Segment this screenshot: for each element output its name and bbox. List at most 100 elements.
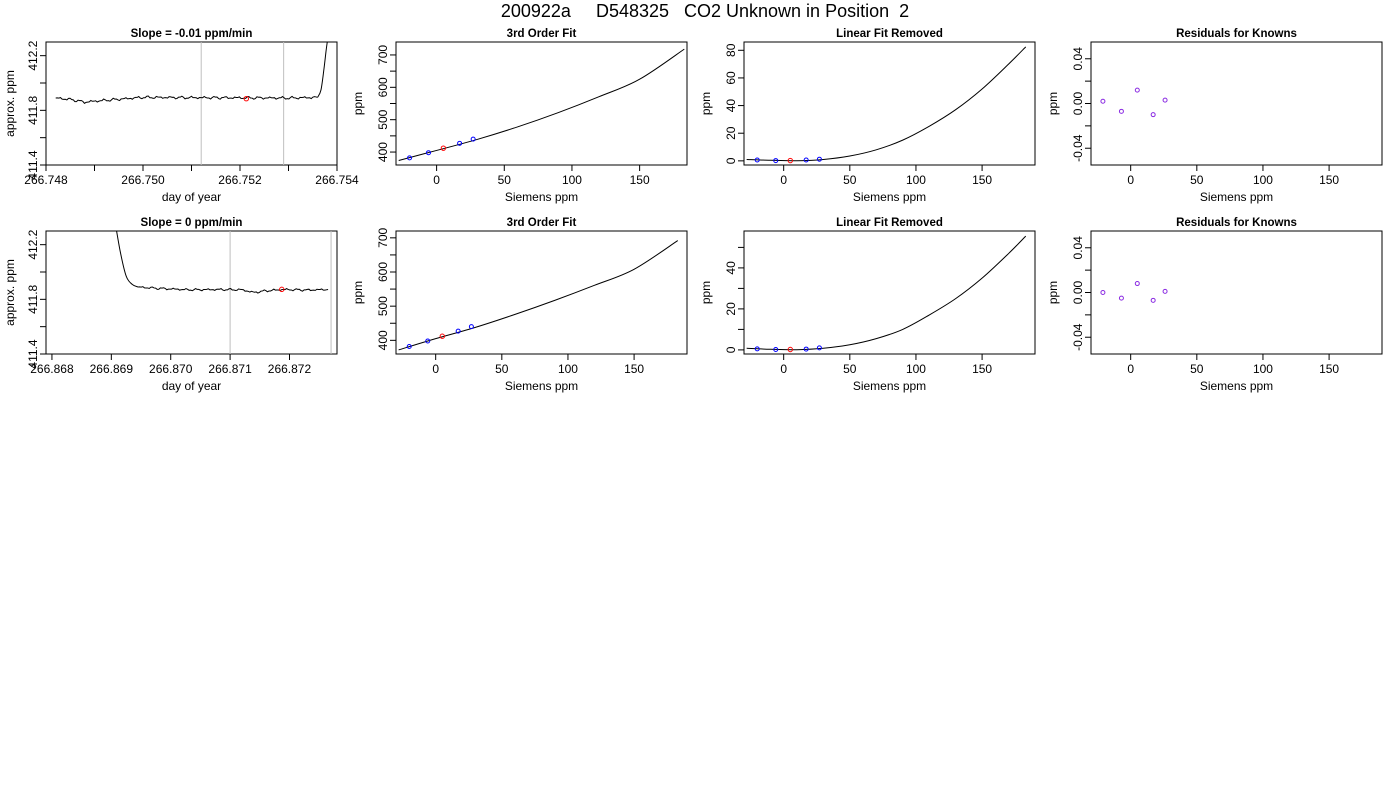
- residual-point: [1118, 108, 1124, 114]
- y-axis-label: ppm: [1046, 281, 1060, 304]
- plot-frame: [395, 230, 688, 355]
- y-axis-label: approx. ppm: [3, 70, 17, 137]
- panel-title: Slope = -0.01 ppm/min: [131, 28, 253, 40]
- x-tick-label: 266.750: [121, 173, 165, 187]
- x-tick-label: 150: [630, 173, 650, 187]
- unknown-point: [787, 346, 793, 353]
- plot-area: [1100, 281, 1168, 303]
- plot-area: [398, 240, 679, 351]
- plot-area: [116, 231, 332, 354]
- residual-point: [1162, 288, 1168, 294]
- y-axis-label: ppm: [1046, 92, 1060, 115]
- y-tick-label: 0.04: [1071, 236, 1085, 260]
- known-point: [773, 158, 779, 164]
- x-tick-label: 266.870: [149, 362, 193, 376]
- x-axis-label: day of year: [162, 379, 221, 393]
- chart-panel-r2c2: 3rd Order Fit 0 50 100 150 400 500 600 700 Siemen…: [351, 217, 688, 393]
- y-axis-label: ppm: [699, 92, 713, 115]
- fit-curve: [746, 235, 1027, 351]
- unknown-point: [439, 333, 445, 339]
- plot-frame: [45, 41, 338, 166]
- residual-point: [1162, 97, 1168, 103]
- plot-frame: [1090, 230, 1383, 355]
- x-tick-label: 50: [1190, 173, 1204, 187]
- known-point: [455, 328, 461, 334]
- signal-trace: [317, 42, 328, 98]
- residual-point: [1134, 87, 1140, 93]
- known-point: [754, 157, 760, 163]
- x-axis-label: Siemens ppm: [505, 379, 578, 393]
- y-tick-label: 60: [724, 71, 738, 85]
- plot-frame: [395, 41, 688, 166]
- known-point: [803, 346, 809, 352]
- x-tick-label: 0: [1127, 362, 1134, 376]
- residual-point: [1100, 98, 1106, 104]
- y-tick-label: 500: [376, 109, 390, 129]
- x-tick-label: 0: [432, 362, 439, 376]
- x-tick-label: 266.871: [208, 362, 252, 376]
- y-tick-label: 20: [724, 126, 738, 140]
- x-axis-label: Siemens ppm: [853, 379, 926, 393]
- residual-point: [1100, 290, 1106, 295]
- x-tick-label: 50: [1190, 362, 1204, 376]
- y-tick-label: 0: [724, 157, 738, 164]
- panel-title: Slope = 0 ppm/min: [141, 217, 243, 229]
- fit-curve: [398, 240, 679, 351]
- y-axis-label: ppm: [699, 281, 713, 304]
- y-tick-label: 600: [376, 262, 390, 282]
- y-tick-label: 0: [724, 346, 738, 353]
- panel-title: Residuals for Knowns: [1176, 217, 1297, 229]
- x-axis-label: day of year: [162, 190, 221, 204]
- plot-area: [746, 235, 1027, 353]
- x-tick-label: 0: [780, 173, 787, 187]
- y-tick-label: 700: [376, 228, 390, 248]
- plot-frame: [743, 41, 1036, 166]
- plot-area: [1100, 87, 1168, 118]
- x-axis-label: Siemens ppm: [1200, 379, 1273, 393]
- unknown-point: [787, 157, 793, 164]
- y-tick-label: 411.4: [26, 339, 40, 368]
- panel-title: Residuals for Knowns: [1176, 28, 1297, 40]
- signal-trace: [55, 95, 318, 104]
- x-tick-label: 100: [906, 173, 926, 187]
- y-tick-label: 400: [376, 330, 390, 350]
- y-tick-label: 0.00: [1071, 91, 1085, 115]
- x-tick-label: 266.754: [315, 173, 359, 187]
- plot-area: [746, 46, 1027, 164]
- x-tick-label: 150: [972, 362, 992, 376]
- unknown-point: [440, 145, 447, 151]
- plot-frame: [1090, 41, 1383, 166]
- y-axis-label: ppm: [351, 92, 365, 115]
- y-tick-label: 80: [724, 43, 738, 57]
- known-point: [470, 136, 476, 142]
- known-point: [803, 157, 809, 163]
- x-axis-label: Siemens ppm: [505, 190, 578, 204]
- y-tick-label: 400: [376, 142, 390, 162]
- x-tick-label: 50: [498, 173, 512, 187]
- panel-title: Linear Fit Removed: [836, 217, 943, 229]
- x-tick-label: 150: [972, 173, 992, 187]
- x-tick-label: 50: [843, 362, 857, 376]
- plot-area: [55, 42, 328, 165]
- x-tick-label: 100: [558, 362, 578, 376]
- x-tick-label: 100: [562, 173, 582, 187]
- y-tick-label: 600: [376, 77, 390, 97]
- x-tick-label: 50: [495, 362, 509, 376]
- known-point: [773, 346, 779, 352]
- x-axis-label: Siemens ppm: [853, 190, 926, 204]
- y-tick-label: 412.2: [26, 229, 40, 259]
- residual-point: [1150, 112, 1156, 118]
- y-tick-label: 411.8: [26, 95, 40, 124]
- x-tick-label: 0: [1127, 173, 1134, 187]
- panel-title: Linear Fit Removed: [836, 28, 943, 40]
- signal-trace: [138, 286, 329, 294]
- chart-panel-r1c2: 3rd Order Fit 0 50 100 150 400 500 600 700 Siemen…: [351, 28, 688, 204]
- y-tick-label: 500: [376, 296, 390, 316]
- known-point: [425, 150, 431, 156]
- chart-panel-r2c4: Residuals for Knowns 0 50 100 150 -0.04 0.00 0.…: [1046, 217, 1383, 393]
- y-tick-label: 40: [724, 261, 738, 275]
- x-tick-label: 150: [624, 362, 644, 376]
- y-tick-label: 0.00: [1071, 280, 1085, 304]
- chart-panel-r1c3: Linear Fit Removed 0 50 100 150 0 20 40 60 80 Siem…: [699, 28, 1036, 204]
